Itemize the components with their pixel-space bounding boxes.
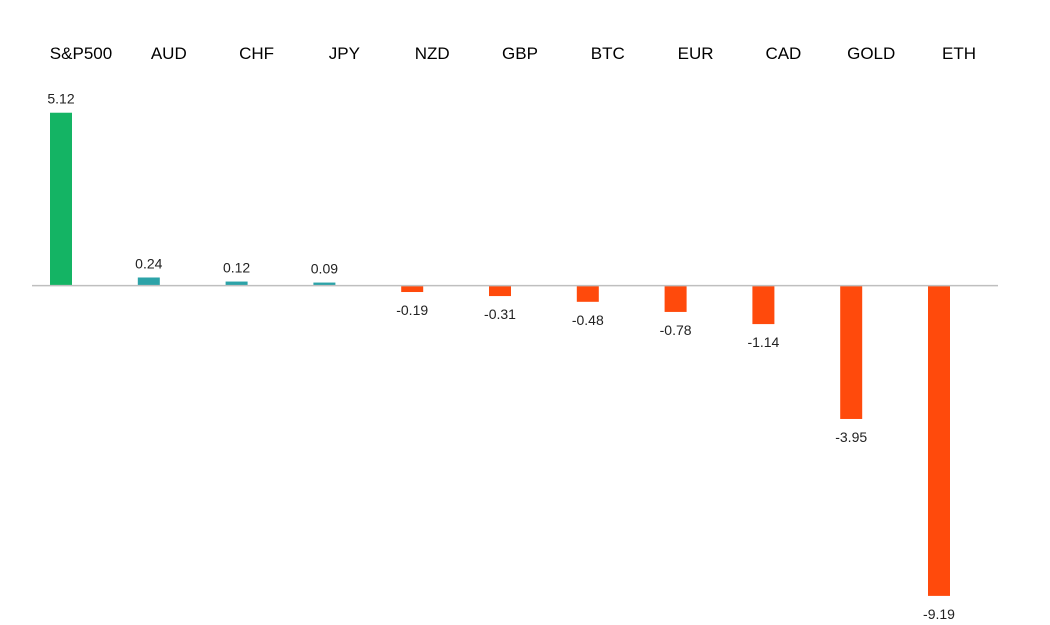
category-labels-layer: S&P500 AUD CHF JPY NZD GBP BTC EUR CAD GOLD ETH (50, 44, 976, 63)
bar-btc (576, 285, 599, 302)
value-label-gold: -3.95 (835, 429, 867, 445)
category-label-eth: ETH (942, 44, 976, 63)
bar-nzd (401, 285, 424, 293)
category-label-nzd: NZD (415, 44, 450, 63)
category-label-gbp: GBP (502, 44, 538, 63)
bar-eth (928, 285, 950, 596)
bar-jpy (313, 282, 336, 286)
category-label-aud: AUD (151, 44, 187, 63)
category-label-sp500: S&P500 (50, 44, 112, 63)
category-label-cad: CAD (765, 44, 801, 63)
bars-layer (50, 112, 950, 596)
value-label-sp500: 5.12 (47, 91, 74, 107)
value-label-nzd: -0.19 (396, 302, 428, 318)
category-label-eur: EUR (678, 44, 714, 63)
value-labels-layer: 5.12 0.24 0.12 0.09 -0.19 -0.31 -0.48 -0.78 -1.1… (47, 91, 955, 622)
bar-gold (840, 285, 863, 419)
value-label-chf: 0.12 (223, 260, 250, 276)
bar-cad (752, 285, 775, 325)
category-label-btc: BTC (591, 44, 625, 63)
value-label-jpy: 0.09 (311, 261, 338, 277)
value-label-cad: -1.14 (747, 334, 779, 350)
value-label-eur: -0.78 (660, 322, 692, 338)
category-label-chf: CHF (239, 44, 274, 63)
value-label-btc: -0.48 (572, 312, 604, 328)
bar-eur (664, 285, 687, 312)
value-label-aud: 0.24 (135, 255, 162, 271)
category-label-jpy: JPY (329, 44, 360, 63)
bar-gbp (489, 285, 511, 297)
category-label-gold: GOLD (847, 44, 895, 63)
bar-sp500 (50, 112, 72, 286)
bar-chf (225, 281, 248, 286)
bar-aud (137, 277, 160, 286)
value-label-eth: -9.19 (923, 606, 955, 622)
value-label-gbp: -0.31 (484, 306, 516, 322)
